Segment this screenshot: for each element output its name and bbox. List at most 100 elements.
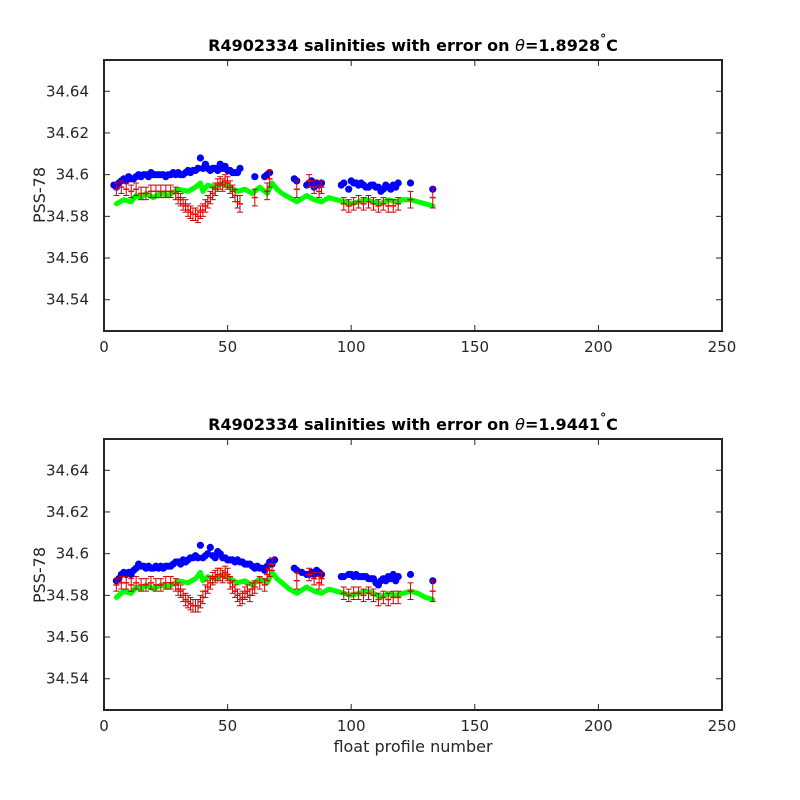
mapped-salinity-errorbar [345,199,352,213]
mapped-salinity-errorbar [138,186,145,201]
mapped-salinity-errorbar [370,197,377,211]
mapped-salinity-errorbar [167,184,174,199]
plot-marks [110,154,437,224]
mapped-salinity-errorbar [118,180,125,194]
x-tick-label: 0 [99,717,109,735]
mapped-salinity-errorbar [390,199,397,213]
x-tick-label: 100 [337,717,366,735]
mapped-salinity-errorbar [251,188,258,207]
title-prefix: R4902334 salinities with error on [208,36,515,55]
mapped-salinity-errorbar [311,571,318,586]
mapped-salinity-errorbar [123,182,130,196]
title-theta: θ [515,415,525,434]
mapped-salinity-errorbar [157,578,164,592]
y-tick-label: 34.6 [56,545,89,563]
x-tick-label: 150 [460,338,489,356]
float-salinity-point [340,179,348,187]
float-salinity-point [394,573,402,581]
float-salinity-point [251,173,259,181]
mapped-salinity-errorbar [266,169,273,188]
axes-frame [103,438,723,711]
mapped-salinity-errorbar [365,586,372,601]
y-tick-label: 34.62 [46,503,89,521]
mapped-salinity-errorbar [318,180,325,194]
x-tick-label: 100 [337,338,366,356]
y-tick-label: 34.54 [46,291,89,309]
mapped-salinity-errorbar [365,195,372,209]
mapped-salinity-errorbar [167,576,174,590]
float-salinity-point [196,154,204,162]
mapped-salinity-errorbar [385,592,392,607]
mapped-salinity-errorbar [147,576,154,590]
title-unit: C [606,36,618,55]
x-tick-label: 200 [584,338,613,356]
mapped-salinity-errorbar [355,586,362,601]
salinity-panel-bottom: R4902334 salinities with error on θ=1.94… [30,411,736,756]
x-tick-label: 150 [460,717,489,735]
mapped-salinity-errorbar [133,182,140,196]
y-tick-label: 34.62 [46,124,89,142]
title-unit: C [606,415,618,434]
mapped-salinity-errorbar [345,588,352,603]
mapped-salinity-errorbar [380,197,387,211]
plot-area [104,60,722,331]
y-tick-label: 34.64 [46,82,89,100]
mapped-salinity-errorbar [395,197,402,211]
float-salinity-point [394,179,402,187]
float-salinity-point [406,179,415,187]
climatology-line [113,569,436,602]
mapped-salinity-errorbar [306,567,313,582]
y-tick-label: 34.56 [46,628,89,646]
mapped-salinity-errorbar [340,586,347,601]
y-tick-label: 34.64 [46,461,89,479]
salinity-panel-top: R4902334 salinities with error on θ=1.89… [30,32,736,356]
float-salinity-point [194,554,202,562]
mapped-salinity-errorbar [236,195,243,213]
y-tick-label: 34.58 [46,207,89,225]
y-tick-label: 34.6 [56,166,89,184]
float-salinity-point [196,541,204,549]
title-value: =1.9441 [525,415,600,434]
mapped-salinity-errorbar [375,199,382,213]
mapped-salinity-errorbar [113,578,120,592]
y-tick-label: 34.54 [46,670,89,688]
axes-frame [103,59,723,332]
chart-title: R4902334 salinities with error on θ=1.89… [208,32,618,55]
title-degree: ° [600,411,606,425]
mapped-salinity-errorbar [293,180,300,199]
title-prefix: R4902334 salinities with error on [208,415,515,434]
float-salinity-point [211,554,219,562]
mapped-salinity-errorbar [113,182,120,196]
mapped-salinity-errorbar [143,186,150,201]
x-axis-label: float profile number [333,737,493,756]
mapped-salinity-errorbar [360,197,367,211]
mapped-salinity-errorbar [360,588,367,603]
mapped-salinity-errorbar [375,592,382,607]
float-salinity-point [236,164,244,172]
mapped-salinity-errorbar [293,571,300,590]
mapped-salinity-errorbar [311,180,318,194]
title-theta: θ [515,36,525,55]
x-tick-label: 250 [708,717,737,735]
mapped-salinity-errorbar [429,186,436,209]
mapped-salinity-errorbar [429,580,436,603]
y-axis-label: PSS-78 [30,167,49,223]
float-salinity-point [345,185,353,193]
mapped-salinity-errorbar [340,197,347,211]
y-tick-label: 34.56 [46,249,89,267]
mapped-salinity-errorbar [318,571,325,586]
mapped-salinity-errorbar [128,184,135,199]
y-tick-label: 34.58 [46,586,89,604]
mapped-salinity-errorbar [269,557,276,571]
title-degree: ° [600,32,606,46]
float-salinity-point [206,543,214,552]
x-tick-label: 200 [584,717,613,735]
mapped-salinity-errorbar [355,195,362,209]
title-value: =1.8928 [525,36,600,55]
plot-marks [112,541,437,613]
x-tick-label: 50 [218,338,237,356]
mapped-salinity-errorbar [251,580,258,594]
climatology-line [113,180,436,209]
mapped-salinity-errorbar [133,576,140,590]
